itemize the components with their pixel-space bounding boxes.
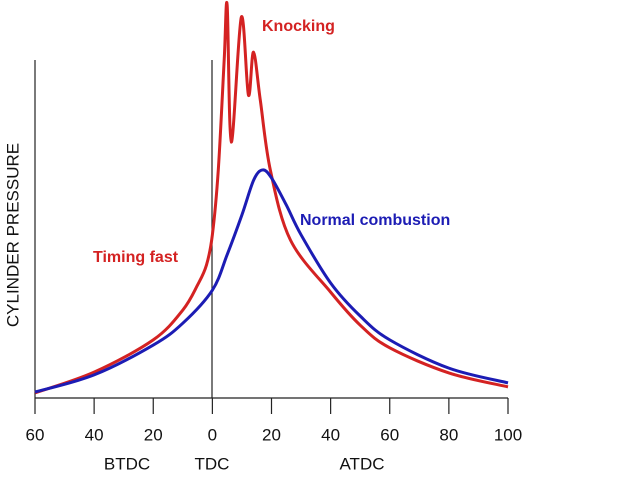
annotation: Knocking bbox=[262, 18, 335, 35]
x-tick-label: 40 bbox=[85, 425, 104, 444]
series-label: Normal combustion bbox=[300, 212, 450, 229]
x-tick-label: 100 bbox=[494, 425, 522, 444]
x-tick-label: 20 bbox=[262, 425, 281, 444]
x-tick-label: 40 bbox=[321, 425, 340, 444]
x-region-label: ATDC bbox=[339, 454, 384, 473]
x-tick-label: 20 bbox=[144, 425, 163, 444]
x-region-label: BTDC bbox=[104, 454, 150, 473]
x-tick-label: 80 bbox=[439, 425, 458, 444]
y-axis-label: CYLINDER PRESSURE bbox=[3, 143, 22, 327]
x-tick-label: 60 bbox=[26, 425, 45, 444]
series-line bbox=[34, 1, 509, 395]
series-label: Timing fast bbox=[93, 249, 179, 266]
x-region-label: TDC bbox=[195, 454, 230, 473]
series-line bbox=[34, 168, 509, 394]
x-tick-label: 0 bbox=[208, 425, 217, 444]
x-tick-label: 60 bbox=[380, 425, 399, 444]
